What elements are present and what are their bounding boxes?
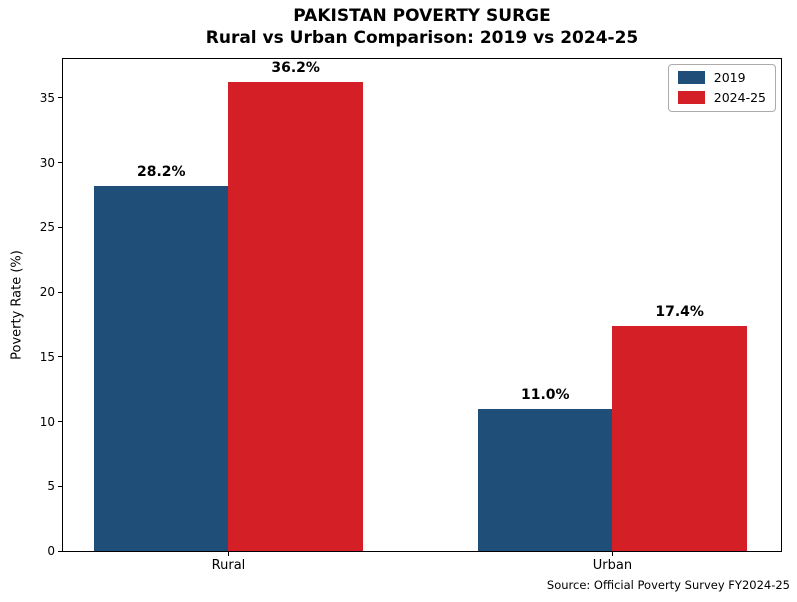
y-tick-label: 0 <box>47 544 55 558</box>
bar-2019-urban <box>478 408 613 551</box>
bar-value-label: 36.2% <box>271 60 320 77</box>
y-tick-label: 35 <box>39 90 55 105</box>
bar-2024-25-rural <box>228 82 363 551</box>
legend-item: 2019 <box>677 70 766 85</box>
legend-label: 2024-25 <box>713 89 766 105</box>
y-tick-mark <box>58 485 62 487</box>
y-tick-mark <box>58 226 62 228</box>
plot-area: 2019 2024-25 0 5 10 15 20 25 30 35 28.2% 11.0% 36.2… <box>40 58 782 572</box>
bar-value-label: 28.2% <box>136 163 186 180</box>
y-tick-mark <box>58 97 62 99</box>
bar-value-label: 17.4% <box>655 303 704 320</box>
y-tick-label: 15 <box>39 349 55 364</box>
y-tick-label: 10 <box>39 414 55 429</box>
y-tick-label: 20 <box>39 285 55 300</box>
x-tick-mark <box>611 552 613 556</box>
y-axis-label: Poverty Rate (%) <box>9 250 25 360</box>
chart-subtitle: Rural vs Urban Comparison: 2019 vs 2024-… <box>205 28 639 48</box>
y-tick-mark <box>58 550 62 552</box>
y-tick-label: 5 <box>47 479 55 494</box>
y-tick-mark <box>58 162 62 164</box>
y-tick-mark <box>58 291 62 293</box>
legend-label: 2019 <box>713 70 746 85</box>
legend: 2019 2024-25 <box>667 64 776 112</box>
legend-item: 2024-25 <box>677 89 766 105</box>
source-note: Source: Official Poverty Survey FY2024-2… <box>546 578 790 592</box>
legend-swatch <box>677 91 705 105</box>
y-tick-label: 25 <box>39 220 55 235</box>
legend-swatch <box>677 71 705 85</box>
x-tick-label-rural: Rural <box>211 558 246 573</box>
chart-title: PAKISTAN POVERTY SURGE <box>293 6 551 26</box>
bar-2019-rural <box>94 185 229 551</box>
y-tick-mark <box>58 356 62 358</box>
y-tick-mark <box>58 421 62 423</box>
y-tick-label: 30 <box>39 155 55 170</box>
x-tick-label-urban: Urban <box>592 558 633 573</box>
bar-value-label: 11.0% <box>520 386 570 403</box>
x-tick-mark <box>227 552 229 556</box>
bar-2024-25-urban <box>612 325 747 551</box>
